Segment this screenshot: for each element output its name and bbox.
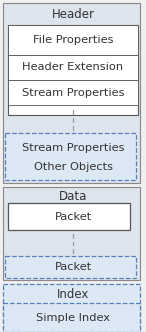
Bar [3,3,140,183]
Text: Stream Properties: Stream Properties [22,88,124,98]
Bar [3,303,140,332]
Bar [8,55,138,80]
Text: Stream Properties: Stream Properties [22,143,124,153]
Text: Data: Data [59,191,87,204]
Text: Packet: Packet [54,211,92,221]
Bar [8,80,138,105]
Bar [8,203,130,230]
Bar [5,256,136,278]
Bar [8,25,138,115]
Text: Other Objects: Other Objects [33,162,113,172]
Text: File Properties: File Properties [33,35,113,45]
Bar [5,133,136,180]
Bar [8,25,138,55]
Text: Header Extension: Header Extension [22,62,124,72]
Text: Simple Index: Simple Index [36,313,110,323]
Text: Packet: Packet [54,262,92,272]
Bar [3,284,140,332]
Bar [3,187,140,280]
Text: Index: Index [57,288,89,300]
Text: Header: Header [52,8,94,21]
